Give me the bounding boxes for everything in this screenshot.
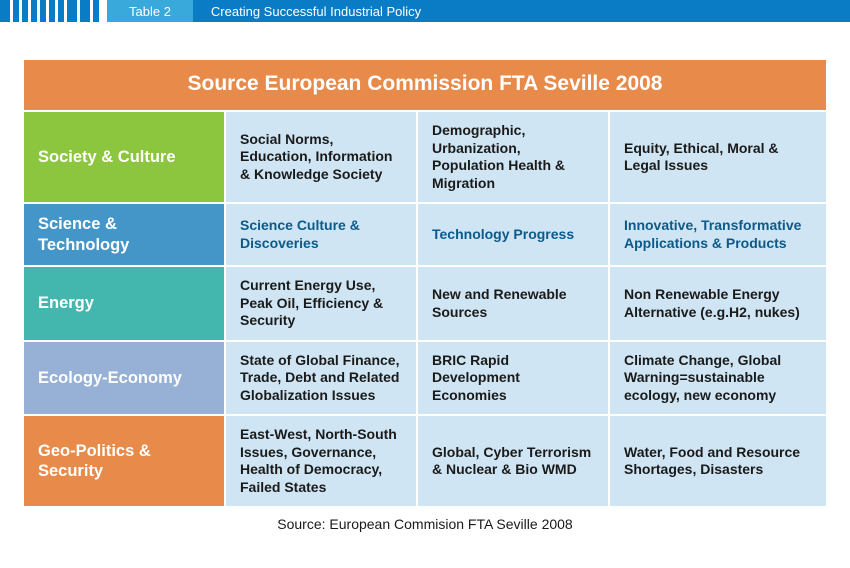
header-stripe <box>40 0 46 22</box>
header-stripe <box>22 0 28 22</box>
header-bar: Table 2 Creating Successful Industrial P… <box>0 0 850 22</box>
cell-science-technology-2: Innovative, Transformative Applications … <box>610 204 826 265</box>
category-society-culture: Society & Culture <box>24 112 224 202</box>
header-stripes <box>0 0 107 22</box>
category-geo-politics-security: Geo-Politics & Security <box>24 416 224 506</box>
cell-society-culture-0: Social Norms, Education, Information & K… <box>226 112 416 202</box>
cell-ecology-economy-2: Climate Change, Global Warning=sustainab… <box>610 342 826 415</box>
table-number-label: Table 2 <box>107 0 193 22</box>
cell-society-culture-1: Demographic, Urbanization, Population He… <box>418 112 608 202</box>
cell-geo-politics-security-0: East-West, North-South Issues, Governanc… <box>226 416 416 506</box>
category-ecology-economy: Ecology-Economy <box>24 342 224 415</box>
cell-science-technology-0: Science Culture & Discoveries <box>226 204 416 265</box>
table-wrap: Source European Commission FTA Seville 2… <box>24 60 826 532</box>
header-stripe <box>31 0 37 22</box>
header-stripe <box>67 0 77 22</box>
cell-energy-2: Non Renewable Energy Alternative (e.g.H2… <box>610 267 826 340</box>
category-energy: Energy <box>24 267 224 340</box>
header-stripe <box>13 0 19 22</box>
cell-geo-politics-security-1: Global, Cyber Terrorism & Nuclear & Bio … <box>418 416 608 506</box>
cell-geo-politics-security-2: Water, Food and Resource Shortages, Disa… <box>610 416 826 506</box>
cell-society-culture-2: Equity, Ethical, Moral & Legal Issues <box>610 112 826 202</box>
table-grid: Society & CultureSocial Norms, Education… <box>24 112 826 506</box>
cell-ecology-economy-1: BRIC Rapid Development Economies <box>418 342 608 415</box>
title-band: Source European Commission FTA Seville 2… <box>24 60 826 110</box>
category-science-technology: Science & Technology <box>24 204 224 265</box>
cell-energy-1: New and Renewable Sources <box>418 267 608 340</box>
cell-ecology-economy-0: State of Global Finance, Trade, Debt and… <box>226 342 416 415</box>
header-stripe <box>58 0 64 22</box>
header-stripe <box>0 0 10 22</box>
header-stripe <box>80 0 90 22</box>
cell-science-technology-1: Technology Progress <box>418 204 608 265</box>
header-stripe <box>49 0 55 22</box>
table-caption: Source: European Commision FTA Seville 2… <box>24 516 826 532</box>
header-stripe <box>93 0 99 22</box>
cell-energy-0: Current Energy Use, Peak Oil, Efficiency… <box>226 267 416 340</box>
table-title: Creating Successful Industrial Policy <box>193 0 850 22</box>
